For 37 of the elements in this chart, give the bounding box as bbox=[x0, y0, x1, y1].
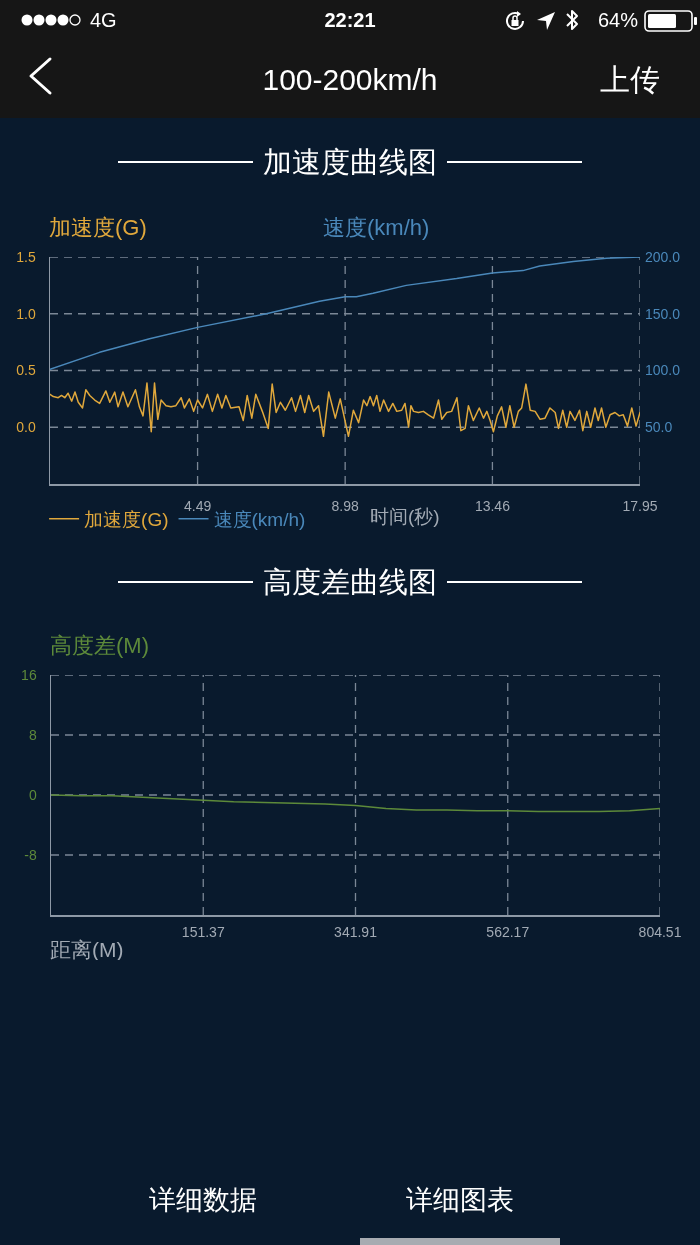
y-tick-label: -8 bbox=[24, 846, 37, 863]
text: 4G bbox=[90, 8, 117, 32]
x-tick-label: 8.98 bbox=[331, 498, 359, 515]
line-series bbox=[51, 794, 660, 813]
y2-tick-label: 150.0 bbox=[645, 305, 681, 322]
x-tick-label: 341.91 bbox=[334, 924, 378, 941]
line-series bbox=[50, 382, 640, 438]
text: 22:21 bbox=[324, 8, 376, 32]
y-tick-label: 1.5 bbox=[16, 248, 36, 265]
text: 100-200km/h bbox=[262, 62, 438, 98]
text: 详细数据 bbox=[149, 1185, 257, 1217]
x-tick-label: 804.51 bbox=[638, 924, 682, 941]
y-tick-label: 0 bbox=[28, 786, 37, 803]
x-tick-label: 562.17 bbox=[486, 924, 530, 941]
y2-tick-label: 50.0 bbox=[645, 419, 673, 436]
x-tick-label: 151.37 bbox=[181, 924, 225, 941]
y-axis-title: 加速度(G) bbox=[49, 215, 147, 240]
y-tick-label: 8 bbox=[28, 726, 37, 743]
legend-label: 速度(km/h) bbox=[213, 509, 306, 531]
y-tick-label: 0.5 bbox=[16, 362, 36, 379]
y2-axis-title: 速度(km/h) bbox=[323, 215, 430, 240]
y-tick-label: 16 bbox=[21, 666, 37, 683]
chart-title: 加速度曲线图 bbox=[263, 144, 437, 180]
x-tick-label: 4.49 bbox=[183, 498, 212, 515]
y-tick-label: 0.0 bbox=[16, 419, 36, 436]
x-tick-label: 17.95 bbox=[622, 498, 658, 515]
text: 上传 bbox=[600, 62, 660, 98]
legend-label: 加速度(G) bbox=[84, 509, 169, 531]
y-axis-title: 高度差(M) bbox=[50, 633, 149, 658]
chart-title: 高度差曲线图 bbox=[263, 564, 437, 600]
x-axis-title: 时间(秒) bbox=[370, 506, 440, 527]
y2-tick-label: 200.0 bbox=[645, 248, 681, 265]
y2-tick-label: 100.0 bbox=[645, 362, 681, 379]
text: 64% bbox=[597, 8, 638, 32]
text: 详细图表 bbox=[406, 1185, 514, 1217]
x-tick-label: 13.46 bbox=[474, 498, 511, 515]
y-tick-label: 1.0 bbox=[16, 305, 36, 322]
